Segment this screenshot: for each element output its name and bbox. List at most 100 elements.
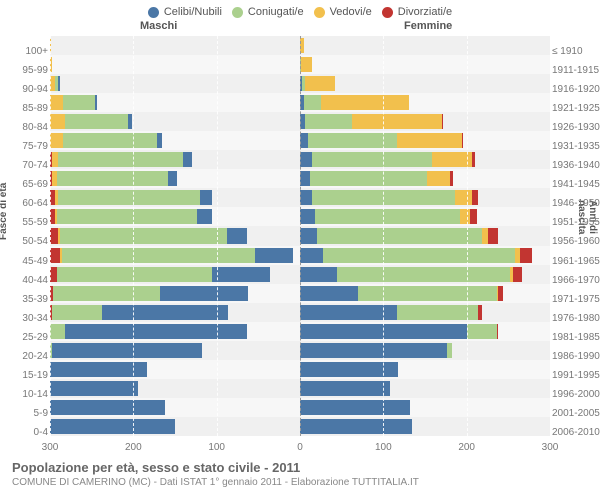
age-label: 15-19 — [0, 366, 48, 385]
bar-segment — [520, 248, 532, 263]
bar-segment — [300, 152, 312, 167]
bar-segment — [65, 114, 128, 129]
gridline — [50, 36, 51, 436]
x-tick: 200 — [125, 442, 142, 453]
female-bar — [300, 267, 550, 282]
age-label: 75-79 — [0, 137, 48, 156]
y-labels-age: 100+95-9990-9485-8980-8475-7970-7465-696… — [0, 42, 48, 442]
female-bar — [300, 419, 550, 434]
male-bar — [50, 57, 300, 72]
male-bar — [50, 209, 300, 224]
gridline — [550, 36, 551, 436]
bar-segment — [300, 133, 308, 148]
male-bar — [50, 171, 300, 186]
male-bar — [50, 419, 300, 434]
age-label: 90-94 — [0, 80, 48, 99]
female-bar — [300, 362, 550, 377]
x-tick: 200 — [458, 442, 475, 453]
age-label: 30-34 — [0, 309, 48, 328]
bar-segment — [255, 248, 293, 263]
bar-segment — [305, 114, 352, 129]
legend-item: Celibi/Nubili — [148, 6, 222, 18]
year-label: 1961-1965 — [552, 252, 600, 271]
bar-segment — [352, 114, 442, 129]
bar-segment — [57, 209, 197, 224]
legend-label: Coniugati/e — [248, 6, 304, 18]
legend-item: Divorziati/e — [382, 6, 452, 18]
year-label: 1936-1940 — [552, 156, 600, 175]
female-bar — [300, 57, 550, 72]
year-label: 1996-2000 — [552, 385, 600, 404]
bar-segment — [63, 95, 95, 110]
bar-segment — [300, 305, 397, 320]
bar-segment — [447, 343, 452, 358]
age-label: 70-74 — [0, 156, 48, 175]
female-bar — [300, 400, 550, 415]
section-labels: Maschi Femmine — [0, 20, 600, 36]
bar-segment — [462, 133, 464, 148]
bar-segment — [52, 343, 202, 358]
year-label: ≤ 1910 — [552, 42, 600, 61]
bar-segment — [497, 324, 499, 339]
bar-segment — [498, 286, 503, 301]
bar-segment — [300, 267, 337, 282]
bar-segment — [300, 190, 312, 205]
x-tick: 0 — [297, 442, 303, 453]
legend-swatch — [232, 7, 243, 18]
male-bar — [50, 400, 300, 415]
bar-segment — [62, 248, 255, 263]
chart-title: Popolazione per età, sesso e stato civil… — [12, 460, 419, 475]
male-bar — [50, 286, 300, 301]
female-bar — [300, 190, 550, 205]
female-bar — [300, 114, 550, 129]
bar-segment — [168, 171, 176, 186]
age-label: 50-54 — [0, 232, 48, 251]
bar-segment — [467, 324, 497, 339]
year-label: 1951-1955 — [552, 213, 600, 232]
bar-segment — [455, 190, 472, 205]
bar-segment — [58, 190, 200, 205]
bar-segment — [310, 171, 427, 186]
chart-subtitle: COMUNE DI CAMERINO (MC) - Dati ISTAT 1° … — [12, 477, 419, 488]
legend-swatch — [314, 7, 325, 18]
bar-segment — [337, 267, 510, 282]
female-bar — [300, 133, 550, 148]
age-label: 25-29 — [0, 328, 48, 347]
x-ticks: 3002001000100200300 — [50, 442, 550, 456]
year-label: 1971-1975 — [552, 290, 600, 309]
age-label: 100+ — [0, 42, 48, 61]
age-label: 55-59 — [0, 213, 48, 232]
legend-item: Vedovi/e — [314, 6, 372, 18]
female-bar — [300, 305, 550, 320]
gridline — [467, 36, 468, 436]
plot-area — [50, 36, 550, 436]
year-label: 1946-1950 — [552, 194, 600, 213]
male-bar — [50, 228, 300, 243]
bar-segment — [397, 133, 462, 148]
bar-segment — [304, 95, 321, 110]
x-tick: 300 — [542, 442, 559, 453]
age-label: 5-9 — [0, 404, 48, 423]
legend-label: Divorziati/e — [398, 6, 452, 18]
bar-segment — [427, 171, 450, 186]
male-bar — [50, 114, 300, 129]
bar-segment — [450, 171, 453, 186]
gridline — [383, 36, 384, 436]
bar-segment — [300, 381, 390, 396]
age-label: 20-24 — [0, 347, 48, 366]
bar-segment — [50, 381, 138, 396]
female-bar — [300, 76, 550, 91]
bar-segment — [482, 228, 489, 243]
female-bar — [300, 286, 550, 301]
year-label: 1916-1920 — [552, 80, 600, 99]
year-label: 1926-1930 — [552, 118, 600, 137]
bar-segment — [50, 114, 65, 129]
bar-segment — [488, 228, 498, 243]
legend-swatch — [148, 7, 159, 18]
bar-segment — [227, 228, 247, 243]
bar-segment — [212, 267, 270, 282]
bar-segment — [472, 152, 475, 167]
legend: Celibi/Nubili Coniugati/e Vedovi/e Divorzia… — [0, 0, 600, 20]
year-label: 2006-2010 — [552, 423, 600, 442]
bar-segment — [57, 171, 169, 186]
